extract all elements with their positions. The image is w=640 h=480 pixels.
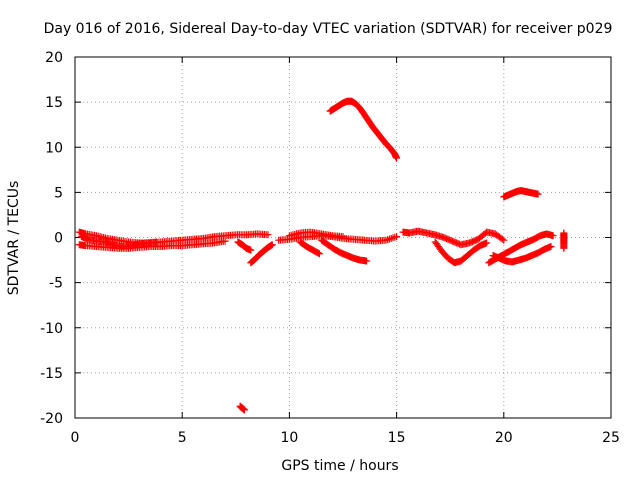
y-tick-label: -15 xyxy=(40,366,63,382)
data-point xyxy=(385,235,393,243)
data-point xyxy=(264,231,272,239)
y-tick-label: -20 xyxy=(40,411,63,427)
y-tick-label: 10 xyxy=(45,140,63,156)
data-point xyxy=(221,237,229,245)
series-track-mid-1 xyxy=(77,233,160,251)
x-tick-label: 25 xyxy=(602,430,620,446)
data-point xyxy=(498,235,506,243)
data-point xyxy=(268,241,276,249)
y-tick-label: -5 xyxy=(49,276,63,292)
series-track-3 xyxy=(399,227,508,249)
data-point xyxy=(549,232,557,240)
y-tick-label: 20 xyxy=(45,50,63,66)
series-track-dip-11 xyxy=(318,236,371,265)
y-tick-label: -10 xyxy=(40,321,63,337)
series-track-end xyxy=(560,229,568,252)
data-point xyxy=(500,236,508,244)
x-axis-label: GPS time / hours xyxy=(281,458,398,474)
series-track-2b xyxy=(285,228,347,241)
data-point xyxy=(384,236,392,244)
data-point xyxy=(314,249,322,257)
series-track-dip-9 xyxy=(234,238,255,254)
y-tick-label: 5 xyxy=(54,185,63,201)
data-point xyxy=(393,233,401,241)
series-track-dip-10 xyxy=(296,238,323,258)
data-point xyxy=(152,238,160,246)
data-point xyxy=(387,234,395,242)
series-track-4b xyxy=(489,243,555,266)
data-point xyxy=(240,406,248,414)
data-point xyxy=(339,233,347,241)
data-point xyxy=(483,239,491,247)
data-point xyxy=(363,257,371,265)
data-point xyxy=(389,234,397,242)
x-tick-label: 10 xyxy=(280,430,298,446)
series-track-5 xyxy=(500,187,542,201)
x-tick-label: 0 xyxy=(71,430,80,446)
series-track-dip-8 xyxy=(247,241,276,267)
data-point xyxy=(393,154,401,162)
x-tick-label: 15 xyxy=(388,430,406,446)
x-tick-label: 5 xyxy=(178,430,187,446)
data-points xyxy=(75,97,568,414)
data-point xyxy=(391,233,399,241)
x-tick-labels: 0 5 10 15 20 25 xyxy=(71,430,620,446)
series-track-high xyxy=(326,97,401,162)
data-point xyxy=(315,250,323,258)
y-tick-label: 15 xyxy=(45,95,63,111)
chart-title: Day 016 of 2016, Sidereal Day-to-day VTE… xyxy=(44,21,613,37)
axis-ticks xyxy=(74,56,612,419)
y-tick-labels: -20 -15 -10 -5 0 5 10 15 20 xyxy=(40,50,63,427)
data-point xyxy=(547,243,555,251)
x-tick-label: 20 xyxy=(495,430,513,446)
series-outlier xyxy=(236,402,248,414)
y-tick-label: 0 xyxy=(54,231,63,247)
y-axis-label: SDTVAR / TECUs xyxy=(6,181,22,296)
series-track-3b xyxy=(431,238,491,267)
data-point xyxy=(560,244,568,252)
data-point xyxy=(247,246,255,254)
data-point xyxy=(534,190,542,198)
